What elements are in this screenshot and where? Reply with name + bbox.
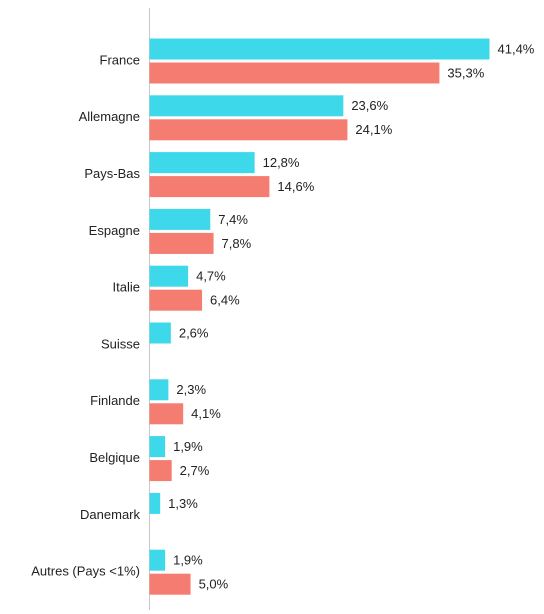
value-label: 41,4% <box>498 41 535 56</box>
bar <box>149 119 348 141</box>
value-label: 1,3% <box>168 496 198 511</box>
bar <box>149 322 171 344</box>
value-label: 14,6% <box>277 179 314 194</box>
category-label: Suisse <box>101 336 140 351</box>
bar <box>149 95 344 117</box>
value-label: 2,6% <box>179 325 209 340</box>
value-label: 1,9% <box>173 553 203 568</box>
category-label: Italie <box>113 280 140 295</box>
bar <box>149 62 440 84</box>
value-label: 35,3% <box>447 65 484 80</box>
value-label: 6,4% <box>210 293 240 308</box>
category-label: Pays-Bas <box>84 166 140 181</box>
value-label: 24,1% <box>355 122 392 137</box>
value-label: 23,6% <box>351 98 388 113</box>
bar <box>149 492 161 514</box>
bar <box>149 265 189 287</box>
category-label: Danemark <box>80 507 140 522</box>
bar <box>149 176 270 198</box>
value-label: 4,7% <box>196 269 226 284</box>
value-label: 1,9% <box>173 439 203 454</box>
value-label: 2,3% <box>176 382 206 397</box>
value-label: 7,8% <box>222 236 252 251</box>
category-label: Allemagne <box>79 109 140 124</box>
bar <box>149 549 166 571</box>
bar <box>149 403 184 425</box>
bar <box>149 460 172 482</box>
bar <box>149 232 214 254</box>
category-label: Espagne <box>89 223 140 238</box>
value-label: 5,0% <box>199 577 229 592</box>
bar <box>149 208 211 230</box>
bar <box>149 436 166 458</box>
value-label: 7,4% <box>218 212 248 227</box>
value-label: 2,7% <box>180 463 210 478</box>
value-label: 4,1% <box>191 406 221 421</box>
bar <box>149 38 490 60</box>
bar <box>149 289 203 311</box>
category-label: Autres (Pays <1%) <box>31 564 140 579</box>
value-label: 12,8% <box>263 155 300 170</box>
category-label: Belgique <box>89 450 140 465</box>
bar <box>149 152 255 174</box>
bar <box>149 379 169 401</box>
category-label: France <box>100 52 140 67</box>
bar <box>149 573 191 595</box>
category-label: Finlande <box>90 393 140 408</box>
